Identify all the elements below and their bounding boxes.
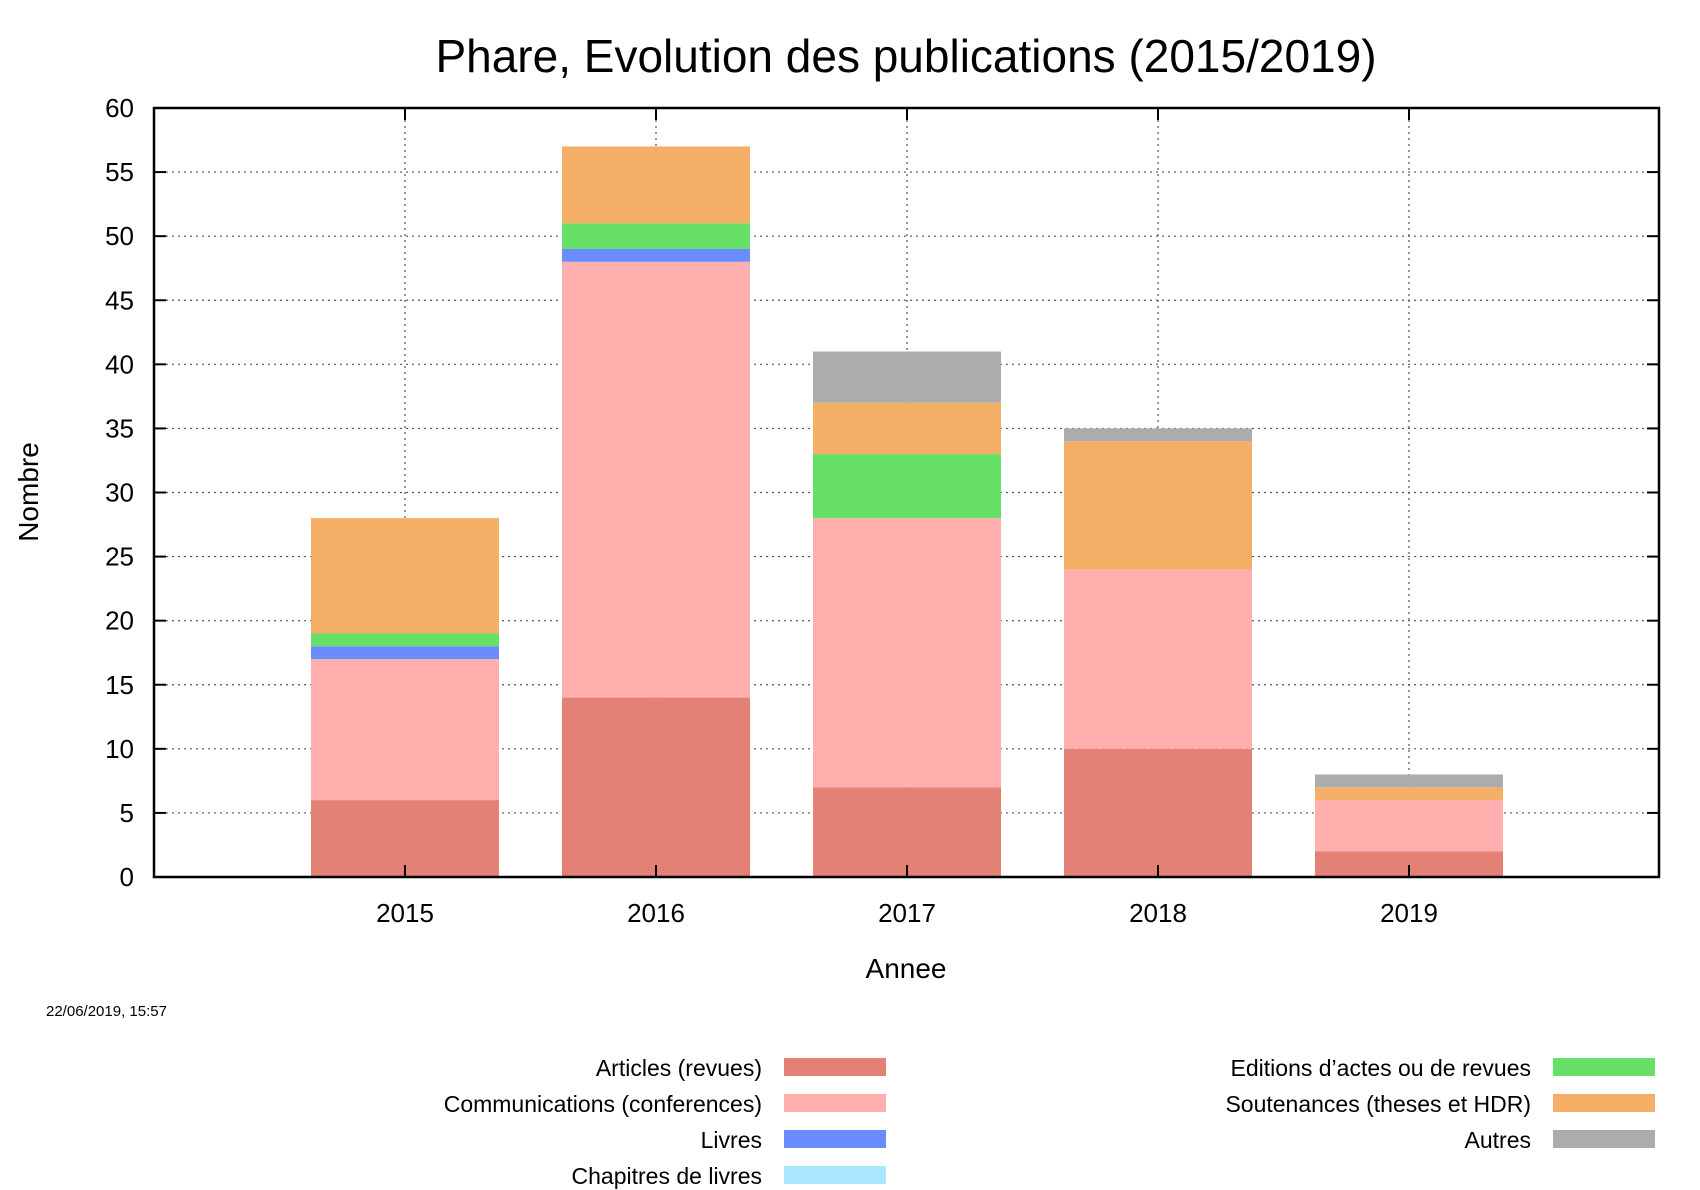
- x-tick-label: 2016: [627, 898, 685, 928]
- bar-segment: [1315, 787, 1503, 801]
- bar-segment: [311, 633, 499, 647]
- y-tick-label: 50: [105, 221, 134, 251]
- y-tick-label: 15: [105, 670, 134, 700]
- legend-label: Editions d’actes ou de revues: [1231, 1055, 1531, 1081]
- x-tick-label: 2019: [1380, 898, 1438, 928]
- y-axis-ticks: 0 5 10 15 20 25 30 35 40 45 50 55 60: [105, 93, 1659, 892]
- bar-segment: [562, 261, 750, 698]
- legend-label: Livres: [701, 1127, 762, 1153]
- timestamp: 22/06/2019, 15:57: [46, 1003, 167, 1020]
- bar-segment: [1064, 428, 1252, 442]
- legend-swatch: [784, 1130, 886, 1148]
- bar-segment: [813, 454, 1001, 519]
- legend-label: Autres: [1465, 1127, 1531, 1153]
- bar-segment: [1315, 774, 1503, 788]
- legend-swatch: [784, 1166, 886, 1184]
- bar-segment: [1064, 748, 1252, 877]
- y-tick-label: 0: [120, 862, 134, 892]
- bar-segment: [1064, 569, 1252, 749]
- bar-segment: [562, 697, 750, 877]
- chart-title: Phare, Evolution des publications (2015/…: [435, 30, 1376, 82]
- bar-segment: [813, 518, 1001, 788]
- bar-segment: [1064, 441, 1252, 570]
- bar-segment: [311, 646, 499, 660]
- bar-segment: [311, 659, 499, 801]
- y-tick-label: 55: [105, 157, 134, 187]
- y-tick-label: 25: [105, 542, 134, 572]
- y-tick-label: 35: [105, 413, 134, 443]
- bar-segment: [311, 518, 499, 634]
- bar-segment: [813, 351, 1001, 403]
- y-tick-label: 30: [105, 478, 134, 508]
- legend-swatch: [784, 1058, 886, 1076]
- y-tick-label: 60: [105, 93, 134, 123]
- bar-segment: [813, 787, 1001, 877]
- legend-swatch: [1553, 1058, 1655, 1076]
- bar-segment: [562, 223, 750, 249]
- legend: Articles (revues) Communications (confere…: [444, 1055, 1655, 1189]
- y-axis-label: Nombre: [13, 442, 44, 542]
- x-tick-label: 2015: [376, 898, 434, 928]
- y-tick-label: 40: [105, 349, 134, 379]
- y-tick-label: 20: [105, 606, 134, 636]
- bar-segment: [562, 248, 750, 262]
- legend-swatch: [1553, 1094, 1655, 1112]
- x-axis-label: Annee: [866, 953, 947, 984]
- y-tick-label: 45: [105, 285, 134, 315]
- legend-label: Chapitres de livres: [572, 1163, 762, 1189]
- legend-label: Soutenances (theses et HDR): [1225, 1091, 1531, 1117]
- x-tick-label: 2018: [1129, 898, 1187, 928]
- legend-swatch: [1553, 1130, 1655, 1148]
- bars: [311, 146, 1503, 877]
- bar-segment: [562, 146, 750, 224]
- y-tick-label: 10: [105, 734, 134, 764]
- bar-segment: [1315, 800, 1503, 852]
- legend-label: Communications (conferences): [444, 1091, 762, 1117]
- bar-segment: [813, 402, 1001, 455]
- x-axis-ticks: 2015 2016 2017 2018 2019: [376, 108, 1438, 928]
- y-tick-label: 5: [120, 798, 134, 828]
- bar-segment: [311, 800, 499, 877]
- x-tick-label: 2017: [878, 898, 936, 928]
- legend-swatch: [784, 1094, 886, 1112]
- legend-label: Articles (revues): [596, 1055, 762, 1081]
